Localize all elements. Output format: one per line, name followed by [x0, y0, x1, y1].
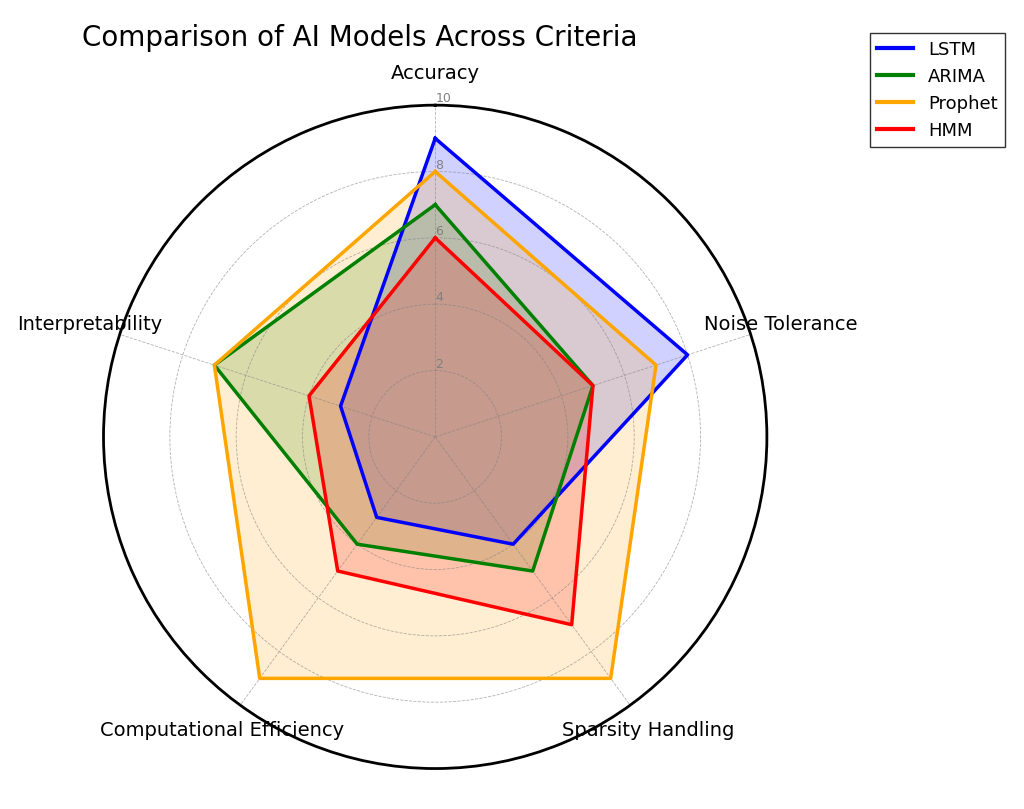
Polygon shape — [309, 238, 593, 625]
Legend: LSTM, ARIMA, Prophet, HMM: LSTM, ARIMA, Prophet, HMM — [870, 33, 1005, 146]
HMM — [565, 620, 578, 629]
Polygon shape — [214, 205, 593, 571]
Line: LSTM: LSTM — [341, 138, 687, 544]
Polygon shape — [214, 172, 656, 679]
Prophet — [650, 360, 663, 370]
ARIMA — [429, 200, 441, 210]
Prophet — [604, 674, 616, 684]
ARIMA — [429, 200, 441, 210]
Line: HMM: HMM — [309, 238, 593, 625]
LSTM — [371, 513, 383, 523]
Line: ARIMA: ARIMA — [214, 205, 593, 571]
ARIMA — [587, 381, 599, 391]
LSTM — [429, 133, 441, 143]
Line: Prophet: Prophet — [214, 172, 656, 679]
ARIMA — [351, 540, 364, 549]
LSTM — [507, 540, 519, 549]
Text: Comparison of AI Models Across Criteria: Comparison of AI Models Across Criteria — [82, 24, 637, 53]
HMM — [332, 566, 344, 576]
HMM — [429, 233, 441, 243]
ARIMA — [208, 360, 220, 370]
LSTM — [429, 133, 441, 143]
Polygon shape — [341, 138, 687, 544]
Prophet — [429, 167, 441, 176]
LSTM — [681, 350, 693, 360]
Prophet — [429, 167, 441, 176]
HMM — [303, 391, 315, 400]
HMM — [429, 233, 441, 243]
Prophet — [208, 360, 220, 370]
HMM — [587, 381, 599, 391]
Prophet — [254, 674, 266, 684]
ARIMA — [526, 566, 539, 576]
LSTM — [335, 401, 347, 411]
